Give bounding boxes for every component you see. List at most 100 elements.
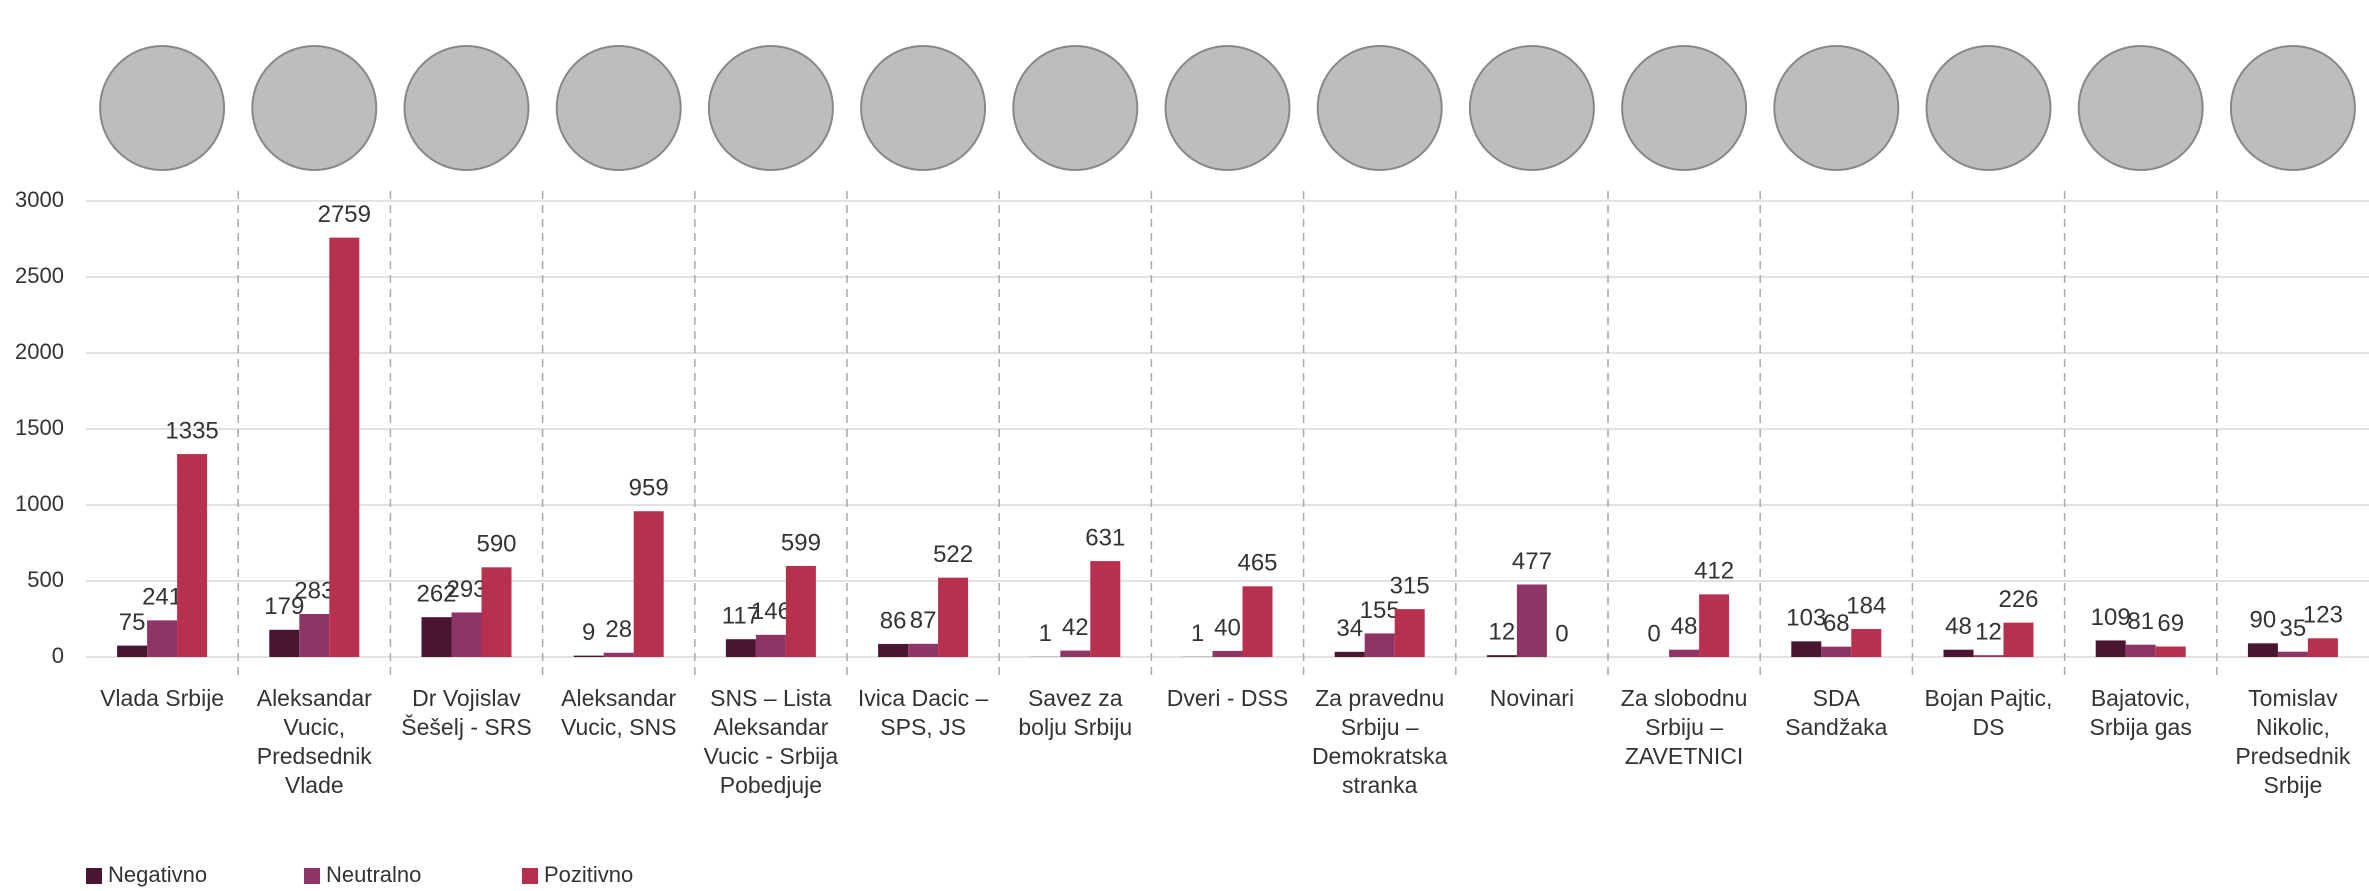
photo — [707, 45, 834, 171]
value-label: 315 — [1390, 572, 1430, 599]
value-label: 631 — [1085, 524, 1125, 551]
y-tick-label: 2000 — [15, 339, 64, 364]
value-label: 1 — [1039, 620, 1052, 647]
bar — [117, 645, 148, 657]
bar — [1090, 561, 1121, 657]
bar — [1821, 646, 1852, 657]
bar — [2125, 644, 2156, 657]
x-tick-label: Tomislav Nikolic, Predsednik Srbije — [2235, 685, 2351, 798]
value-label: 35 — [2280, 615, 2307, 642]
value-label: 0 — [1555, 620, 1568, 647]
x-tick-label: Aleksandar Vucic, Predsednik Vlade — [256, 685, 372, 798]
bar — [177, 454, 208, 657]
legend-swatch — [522, 868, 538, 884]
value-label: 12 — [1975, 619, 2002, 646]
bar — [1060, 650, 1091, 657]
value-label: 283 — [294, 577, 334, 604]
photo — [1621, 45, 1748, 171]
bar — [725, 639, 756, 657]
x-tick-label: Bojan Pajtic, DS — [1924, 685, 2053, 740]
value-label: 1 — [1191, 620, 1204, 647]
value-label: 48 — [1945, 613, 1972, 640]
value-label: 262 — [416, 581, 456, 608]
value-label: 123 — [2303, 602, 2343, 629]
bar — [329, 237, 360, 657]
y-tick-label: 3000 — [15, 187, 64, 212]
value-label: 86 — [880, 607, 907, 634]
bar — [755, 634, 786, 657]
y-tick-label: 1000 — [15, 491, 64, 516]
value-label: 90 — [2250, 607, 2277, 634]
value-label: 1335 — [165, 417, 218, 444]
bar — [878, 643, 909, 657]
value-label: 81 — [2127, 608, 2154, 635]
bar — [1851, 629, 1882, 657]
bar — [573, 655, 604, 657]
photo — [1468, 45, 1595, 171]
value-label: 0 — [1647, 620, 1660, 647]
bar — [1973, 655, 2004, 657]
bar — [1242, 586, 1273, 657]
photo — [2077, 45, 2204, 171]
photo — [860, 45, 987, 171]
value-label: 241 — [142, 584, 182, 611]
bar — [1212, 650, 1243, 657]
bar — [908, 643, 939, 657]
photo — [555, 45, 682, 171]
bar — [1334, 651, 1365, 657]
bar — [299, 613, 330, 657]
x-tick-label: Za pravednu Srbiju – Demokratska stranka — [1311, 685, 1448, 798]
value-label: 109 — [2091, 604, 2131, 631]
y-tick-label: 1500 — [15, 415, 64, 440]
bar — [2247, 643, 2278, 657]
value-label: 522 — [933, 541, 973, 568]
value-label: 293 — [446, 576, 486, 603]
value-label: 477 — [1512, 548, 1552, 575]
legend-swatch — [304, 868, 320, 884]
photo — [99, 45, 226, 171]
bar — [1669, 649, 1700, 657]
bar — [1699, 594, 1730, 657]
bar — [1943, 649, 1974, 657]
bar — [2277, 651, 2308, 657]
bar — [1486, 655, 1517, 657]
value-label: 465 — [1237, 550, 1277, 577]
bar — [1791, 641, 1822, 657]
bar — [633, 511, 664, 657]
legend-swatch — [86, 868, 102, 884]
photo — [1925, 45, 2052, 171]
x-tick-label: SNS – Lista Aleksandar Vucic - Srbija Po… — [703, 685, 839, 798]
bar — [2095, 640, 2126, 657]
x-tick-label: Savez za bolju Srbiju — [1018, 685, 1133, 740]
value-label: 179 — [264, 593, 304, 620]
legend-label: Negativno — [108, 862, 207, 887]
y-tick-label: 0 — [52, 643, 64, 668]
value-label: 69 — [2157, 610, 2184, 637]
bar — [2003, 622, 2034, 657]
bar — [481, 567, 512, 657]
y-tick-label: 2500 — [15, 263, 64, 288]
value-label: 155 — [1360, 597, 1400, 624]
value-label: 34 — [1336, 615, 1363, 642]
photo — [2229, 45, 2356, 171]
value-label: 2759 — [318, 201, 371, 228]
bar — [603, 652, 634, 657]
value-label: 87 — [910, 607, 937, 634]
legend-label: Neutralno — [326, 862, 421, 887]
x-tick-label: Za slobodnu Srbiju – ZAVETNICI — [1620, 685, 1748, 769]
bar — [421, 617, 452, 657]
value-label: 599 — [781, 529, 821, 556]
y-tick-label: 500 — [27, 567, 64, 592]
x-tick-label: Dveri - DSS — [1166, 685, 1289, 711]
photo — [1316, 45, 1443, 171]
value-label: 12 — [1489, 619, 1516, 646]
x-tick-label: Vlada Srbije — [100, 685, 225, 711]
value-label: 42 — [1062, 614, 1089, 641]
x-tick-label: SDA Sandžaka — [1785, 685, 1888, 740]
photo — [251, 45, 378, 171]
value-label: 146 — [751, 598, 791, 625]
value-label: 68 — [1823, 610, 1850, 637]
x-tick-label: Ivica Dacic – SPS, JS — [857, 685, 989, 740]
photo — [1012, 45, 1139, 171]
value-label: 590 — [476, 531, 516, 558]
